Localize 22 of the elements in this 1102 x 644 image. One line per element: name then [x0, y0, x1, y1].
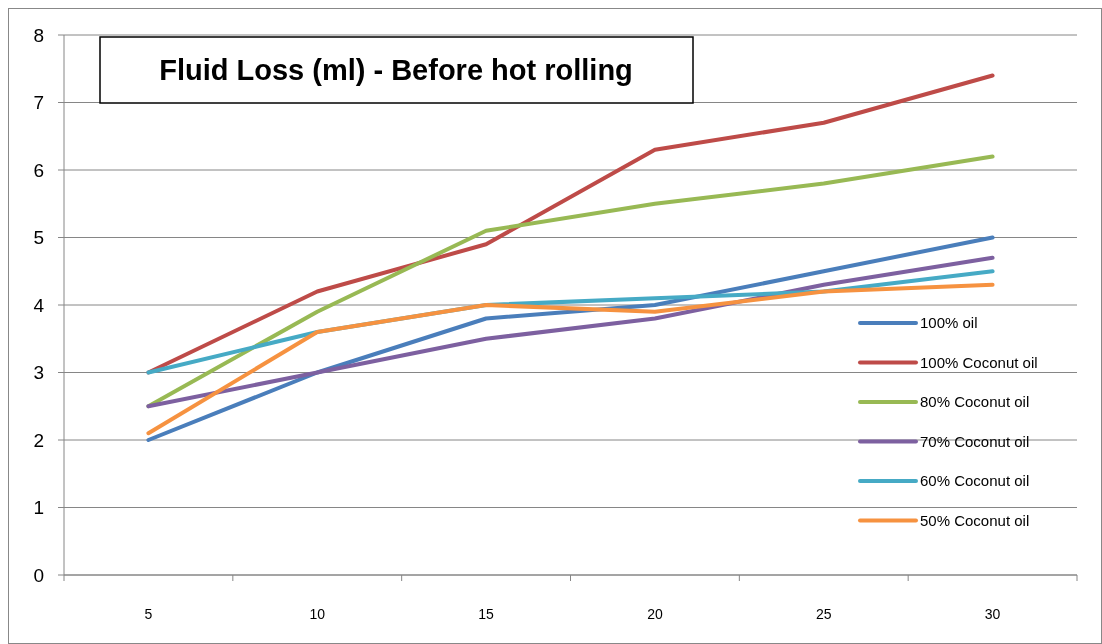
x-tick-label: 20	[647, 606, 663, 622]
text: Fluid Loss (ml) - Before hot rolling	[159, 54, 633, 87]
y-tick-label: 0	[33, 564, 44, 586]
legend-label: 80% Coconut oil	[920, 393, 1030, 411]
y-tick-label: 5	[33, 227, 44, 249]
x-tick-label: 30	[984, 606, 1001, 622]
x-tick-label: 15	[478, 606, 495, 622]
legend-label: 70% Coconut oil	[920, 432, 1030, 450]
y-tick-label: 4	[33, 294, 45, 316]
legend-label: 50% Coconut oil	[920, 511, 1030, 529]
x-tick-label: 5	[144, 606, 153, 622]
x-tick-label: 10	[309, 606, 326, 622]
legend-label: 60% Coconut oil	[920, 472, 1030, 490]
y-tick-label: 3	[33, 362, 44, 384]
y-tick-label: 6	[33, 159, 44, 181]
y-tick-label: 8	[33, 24, 44, 46]
legend-label: 100% oil	[920, 314, 978, 332]
x-tick-label: 25	[815, 606, 832, 622]
y-tick-label: 7	[33, 92, 44, 114]
legend-label: 100% Coconut oil	[920, 353, 1038, 371]
y-tick-label: 1	[33, 497, 44, 519]
y-tick-label: 2	[33, 429, 44, 451]
